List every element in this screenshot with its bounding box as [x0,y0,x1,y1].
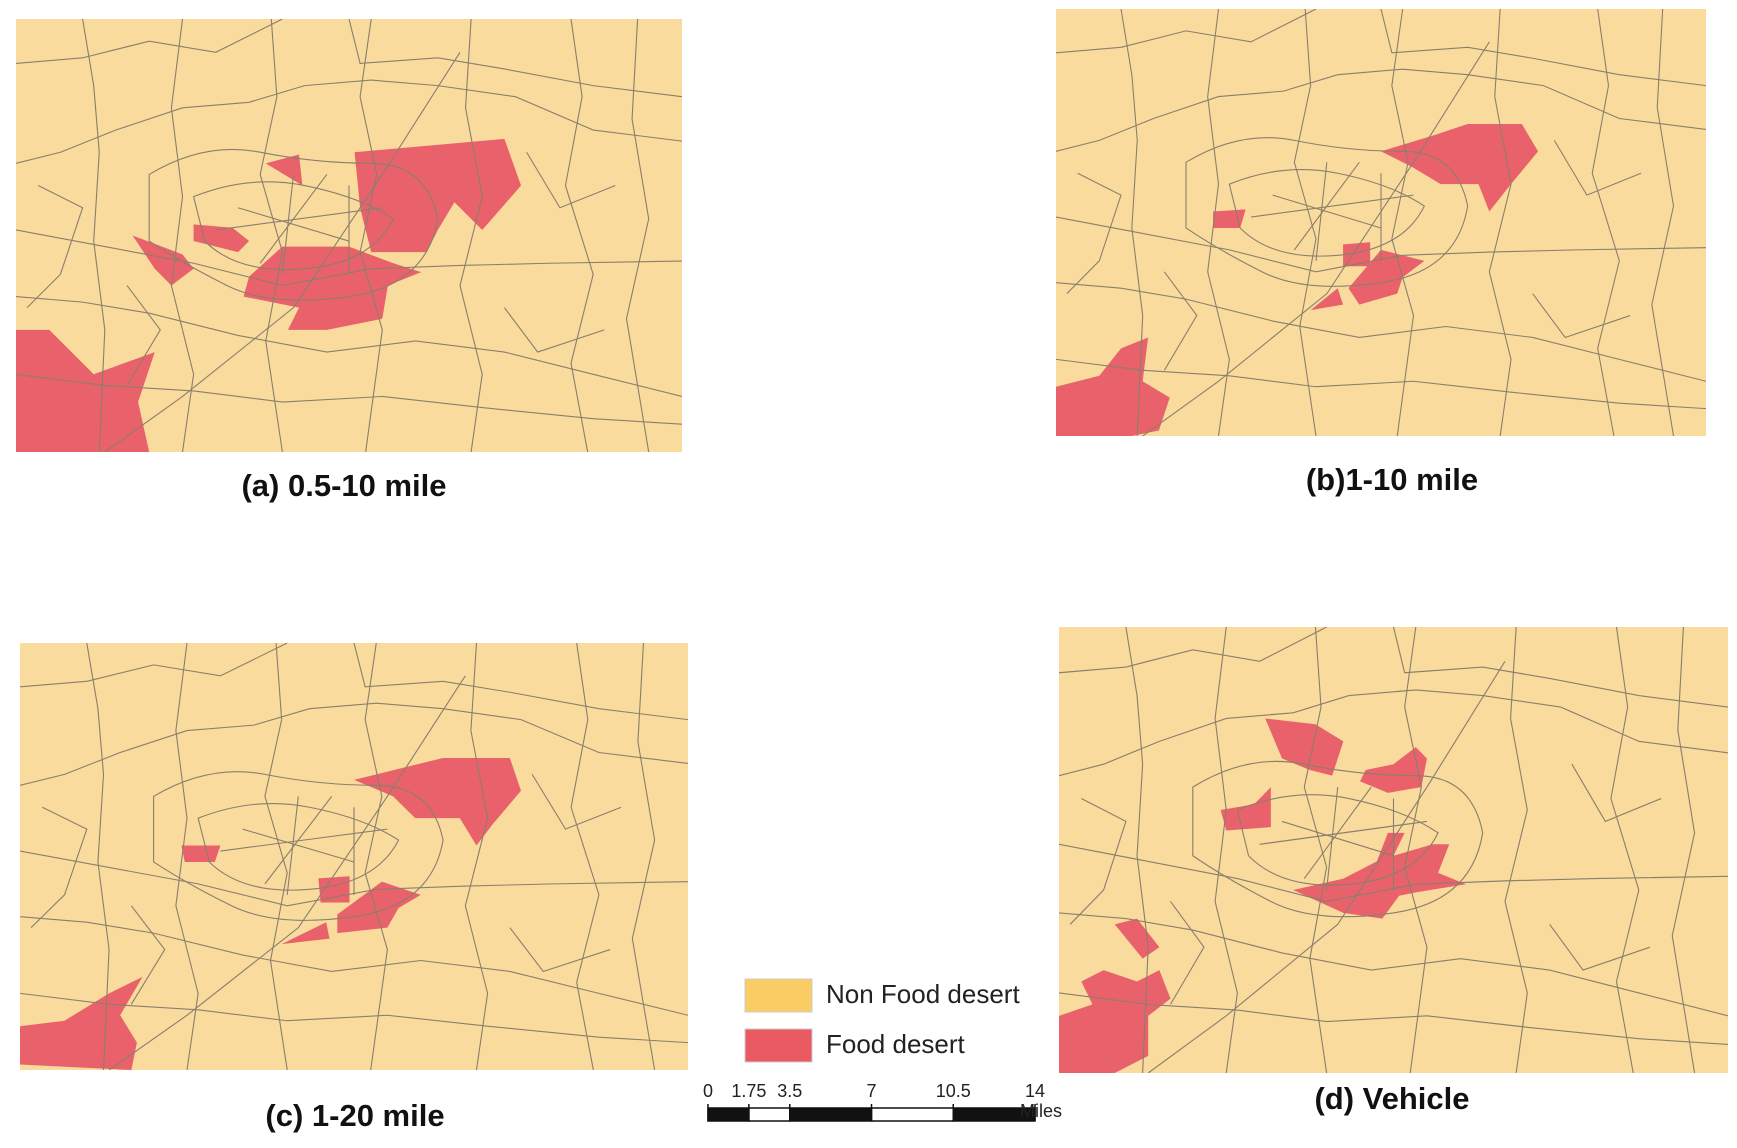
food-desert-area [1265,718,1344,776]
scale-label: 1.75 [731,1081,766,1101]
caption: (b)1-10 mile [1306,462,1478,497]
scale-unit: Miles [1020,1101,1062,1121]
food-desert-area [20,976,143,1070]
food-desert-area [318,876,350,903]
food-desert-area [1381,123,1539,212]
food-desert-area [193,224,250,253]
food-desert-area [1348,249,1425,305]
map-b [1056,9,1706,436]
scale-segment [748,1107,791,1122]
food-desert-area [281,922,330,945]
scale-label: 10.5 [936,1081,971,1101]
food-desert-area [1213,209,1246,228]
scale-label: 0 [703,1081,713,1101]
food-desert-area [1343,242,1371,267]
legend-label: Food desert [826,1029,966,1059]
scale-label: 7 [866,1081,876,1101]
scale-segment [870,1107,954,1122]
scale-segment [707,1107,750,1122]
legend-swatch [744,978,813,1013]
legend: Non Food desert Food desert [744,978,1020,1063]
caption: (d) Vehicle [1314,1081,1469,1116]
caption: (c) 1-20 mile [265,1098,444,1133]
food-desert-area [1059,970,1171,1073]
food-desert-area [337,881,421,934]
food-desert-area [132,235,194,286]
legend-swatch [744,1028,813,1063]
food-desert-area [1056,337,1170,436]
food-desert-area [354,757,521,846]
map-c [20,643,688,1070]
food-desert-area [1220,787,1271,831]
legend-label: Non Food desert [826,979,1020,1009]
caption: (a) 0.5-10 mile [241,468,446,503]
scale-label: 14 [1025,1081,1045,1101]
scale-label: 3.5 [777,1081,802,1101]
food-desert-area [16,329,155,452]
food-desert-area [1310,288,1344,311]
map-d [1059,627,1728,1073]
map-a [16,19,682,452]
food-desert-area [181,845,221,862]
food-desert-area [1360,747,1427,793]
scale-segment [789,1107,873,1122]
